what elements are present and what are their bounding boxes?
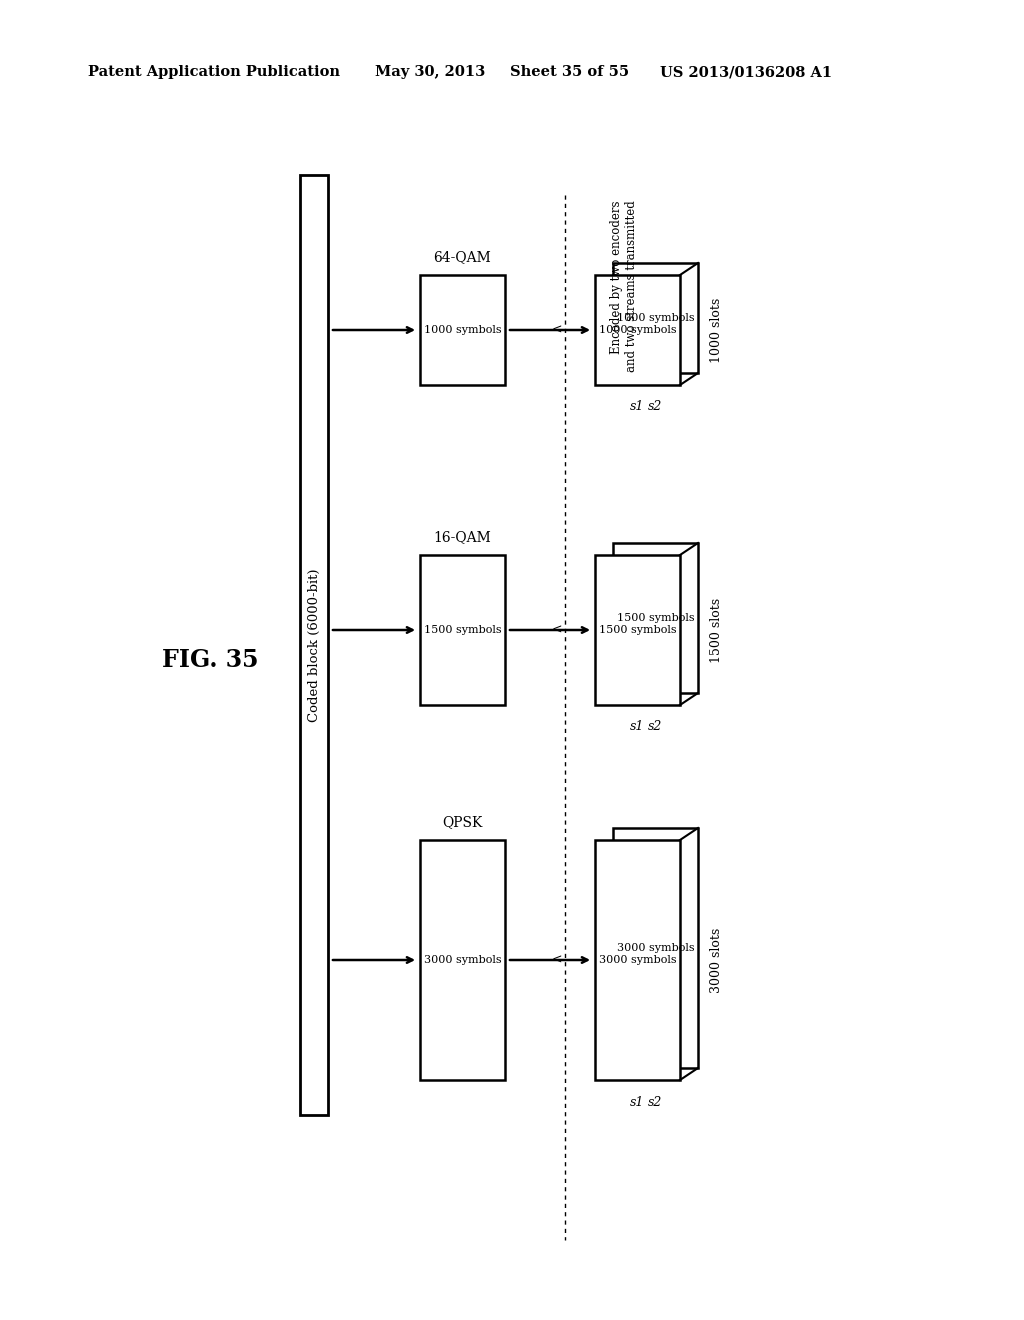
Text: 1500 symbols: 1500 symbols — [616, 612, 694, 623]
Text: Coded block (6000-bit): Coded block (6000-bit) — [307, 568, 321, 722]
Text: May 30, 2013: May 30, 2013 — [375, 65, 485, 79]
Text: QPSK: QPSK — [442, 814, 482, 829]
Text: <: < — [552, 623, 562, 636]
Text: 3000 symbols: 3000 symbols — [424, 954, 502, 965]
Text: s1: s1 — [631, 1096, 645, 1109]
Text: Patent Application Publication: Patent Application Publication — [88, 65, 340, 79]
Text: 1000 slots: 1000 slots — [710, 297, 723, 363]
Text: s2: s2 — [648, 1096, 663, 1109]
Text: 64-QAM: 64-QAM — [433, 249, 492, 264]
Text: 3000 slots: 3000 slots — [710, 928, 723, 993]
Text: US 2013/0136208 A1: US 2013/0136208 A1 — [660, 65, 833, 79]
Text: s1: s1 — [631, 400, 645, 413]
Bar — [595, 554, 680, 705]
Text: <: < — [552, 323, 562, 337]
Text: 1000 symbols: 1000 symbols — [599, 325, 676, 335]
Text: 3000 symbols: 3000 symbols — [616, 942, 694, 953]
Text: 1500 symbols: 1500 symbols — [424, 624, 502, 635]
Text: Sheet 35 of 55: Sheet 35 of 55 — [510, 65, 629, 79]
Text: FIG. 35: FIG. 35 — [162, 648, 258, 672]
Text: <: < — [552, 953, 562, 966]
Bar — [420, 840, 505, 1080]
Bar — [420, 275, 505, 385]
Text: 1000 symbols: 1000 symbols — [616, 313, 694, 323]
Bar — [595, 840, 680, 1080]
Bar — [613, 263, 698, 374]
Bar — [595, 275, 680, 385]
Text: Encoded by two encoders
and two streams transmitted: Encoded by two encoders and two streams … — [610, 201, 638, 372]
Text: 1000 symbols: 1000 symbols — [424, 325, 502, 335]
Text: 1500 symbols: 1500 symbols — [599, 624, 676, 635]
Bar — [300, 176, 328, 1115]
Text: s1: s1 — [631, 721, 645, 734]
Text: 1500 slots: 1500 slots — [710, 598, 723, 663]
Text: s2: s2 — [648, 400, 663, 413]
Bar — [420, 554, 505, 705]
Bar — [613, 828, 698, 1068]
Text: s2: s2 — [648, 721, 663, 734]
Text: 3000 symbols: 3000 symbols — [599, 954, 676, 965]
Text: 16-QAM: 16-QAM — [433, 531, 492, 544]
Bar — [613, 543, 698, 693]
